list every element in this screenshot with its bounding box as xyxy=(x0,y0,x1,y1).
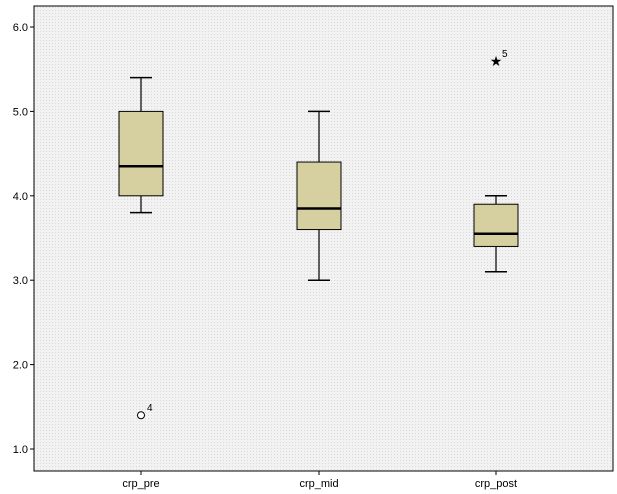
x-tick-label-crp_pre: crp_pre xyxy=(122,478,159,490)
y-tick-label: 6.0 xyxy=(13,22,28,34)
iqr-box xyxy=(473,203,519,247)
plot-area xyxy=(33,5,614,472)
x-tick-label-crp_mid: crp_mid xyxy=(299,478,338,490)
y-tick-label: 5.0 xyxy=(13,106,28,118)
y-tick-label: 3.0 xyxy=(13,275,28,287)
x-tick-label-crp_post: crp_post xyxy=(475,478,517,490)
extreme-outlier-point: ★ xyxy=(490,54,503,70)
outlier-label: 4 xyxy=(147,403,153,414)
box-crp_mid xyxy=(296,110,342,281)
y-axis: 1.0 2.0 3.0 4.0 5.0 6.0 xyxy=(13,22,34,456)
iqr-box xyxy=(296,161,342,231)
y-tick-label: 4.0 xyxy=(13,191,28,203)
box-series: 4 ★ 5 xyxy=(118,49,519,420)
outlier-point xyxy=(137,411,145,420)
iqr-box xyxy=(118,110,164,197)
box-crp_pre: 4 xyxy=(118,76,164,420)
y-tick-label: 2.0 xyxy=(13,360,28,372)
x-axis: crp_pre crp_mid crp_post xyxy=(122,471,517,490)
box-crp_post: ★ 5 xyxy=(473,49,519,273)
outlier-label: 5 xyxy=(502,49,508,60)
y-tick-label: 1.0 xyxy=(13,444,28,456)
